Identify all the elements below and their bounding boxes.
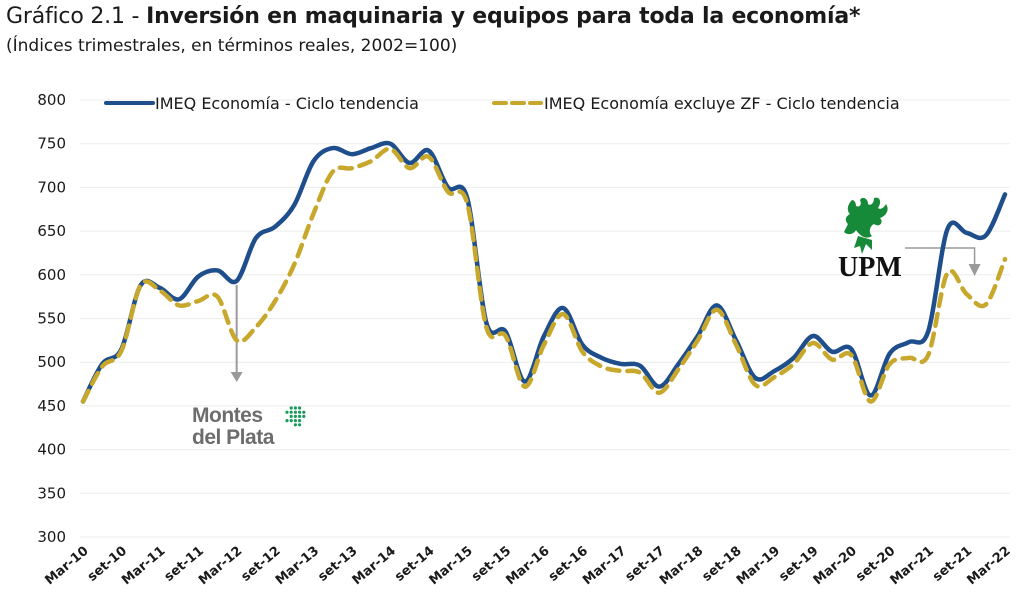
logo-dot xyxy=(302,410,306,414)
chart-title-lead: Gráfico 2.1 - xyxy=(6,4,147,29)
y-tick-label: 500 xyxy=(37,353,66,371)
legend-label-imeq-excluye-zf: IMEQ Economía excluye ZF - Ciclo tendenc… xyxy=(544,94,900,113)
logo-dot xyxy=(298,410,302,414)
legend-item-imeq-economia: IMEQ Economía - Ciclo tendencia xyxy=(104,94,419,113)
x-axis-ticks: Mar-10set-10Mar-11set-11Mar-12set-12Mar-… xyxy=(42,544,1013,589)
montes-del-plata-logo-line1: Montes xyxy=(192,404,263,427)
logo-dot xyxy=(298,406,302,410)
logo-dot xyxy=(289,419,293,423)
logo-dot xyxy=(298,419,302,423)
logo-dot xyxy=(289,410,293,414)
series-line-imeq-economia xyxy=(80,140,1008,404)
x-tick-label: Mar-20 xyxy=(811,544,860,589)
gridlines xyxy=(80,99,1010,538)
griffin-icon xyxy=(844,197,888,254)
x-tick-label: Mar-22 xyxy=(964,544,1013,589)
y-tick-label: 450 xyxy=(37,397,66,415)
x-tick-label: Mar-15 xyxy=(427,544,476,589)
y-tick-label: 650 xyxy=(37,222,66,240)
logo-dot xyxy=(302,414,306,418)
logo-dot xyxy=(298,423,302,427)
series-line-imeq-excluye-zf xyxy=(80,146,1008,404)
legend-item-imeq-excluye-zf: IMEQ Economía excluye ZF - Ciclo tendenc… xyxy=(492,94,900,113)
legend: IMEQ Economía - Ciclo tendencia IMEQ Eco… xyxy=(104,94,900,113)
logo-dot xyxy=(293,410,297,414)
legend-label-imeq-economia: IMEQ Economía - Ciclo tendencia xyxy=(155,94,419,113)
logo-dot xyxy=(298,414,302,418)
x-tick-label: Mar-11 xyxy=(119,544,168,589)
logo-dot xyxy=(293,406,297,410)
logo-dot xyxy=(285,419,289,423)
y-tick-label: 350 xyxy=(37,484,66,502)
logo-dot xyxy=(293,419,297,423)
montes-del-plata-logo: Montes del Plata xyxy=(192,404,306,449)
logo-dot xyxy=(293,423,297,427)
x-tick-label: Mar-12 xyxy=(196,544,245,589)
logo-dot xyxy=(285,410,289,414)
chart-title: Gráfico 2.1 - Inversión en maquinaria y … xyxy=(6,4,861,29)
x-tick-label: Mar-17 xyxy=(580,544,629,589)
x-tick-label: Mar-18 xyxy=(657,544,706,589)
x-tick-label: Mar-14 xyxy=(350,544,399,589)
upm-logo-text: UPM xyxy=(838,252,902,283)
chart-subtitle: (Índices trimestrales, en términos reale… xyxy=(6,36,458,56)
logo-dot xyxy=(289,406,293,410)
chart-title-main: Inversión en maquinaria y equipos para t… xyxy=(146,4,861,29)
logo-dot xyxy=(289,414,293,418)
y-tick-label: 750 xyxy=(37,135,66,153)
series xyxy=(80,140,1008,404)
x-tick-label: Mar-21 xyxy=(888,544,937,589)
y-tick-label: 400 xyxy=(37,441,66,459)
y-tick-label: 800 xyxy=(37,91,66,109)
x-tick-label: Mar-10 xyxy=(42,544,91,589)
upm-arrow xyxy=(905,247,981,276)
montes-del-plata-arrow xyxy=(230,284,243,382)
y-tick-label: 600 xyxy=(37,266,66,284)
y-tick-label: 300 xyxy=(37,528,66,546)
leaf-dots-icon xyxy=(285,406,306,427)
annotations: Montes del Plata UPM xyxy=(192,197,981,449)
upm-logo: UPM xyxy=(838,197,902,283)
y-tick-label: 700 xyxy=(37,178,66,196)
x-tick-label: Mar-19 xyxy=(734,544,783,589)
x-tick-label: Mar-13 xyxy=(273,544,322,589)
x-tick-label: Mar-16 xyxy=(503,544,552,589)
montes-del-plata-logo-line2: del Plata xyxy=(192,426,275,449)
logo-dot xyxy=(293,414,297,418)
y-axis-ticks: 800 750 700 650 600 550 500 450 400 350 300 xyxy=(37,91,66,546)
y-tick-label: 550 xyxy=(37,310,66,328)
